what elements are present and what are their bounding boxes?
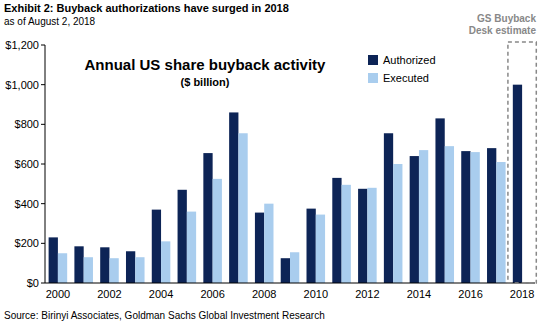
bar bbox=[410, 156, 419, 283]
y-tick bbox=[41, 84, 45, 85]
bar bbox=[384, 133, 393, 283]
x-tick-label: 2014 bbox=[407, 288, 431, 300]
bar bbox=[471, 152, 480, 283]
y-tick-label: $0 bbox=[27, 277, 39, 289]
header: Exhibit 2: Buyback authorizations have s… bbox=[4, 2, 289, 14]
annotation-line: Desk estimate bbox=[466, 25, 536, 36]
x-tick-label: 2012 bbox=[355, 288, 379, 300]
x-tick-label: 2010 bbox=[304, 288, 328, 300]
x-tick-label: 2008 bbox=[252, 288, 276, 300]
bar bbox=[393, 164, 402, 283]
legend-swatch bbox=[368, 55, 378, 65]
y-tick bbox=[41, 164, 45, 165]
legend-label: Authorized bbox=[383, 54, 436, 66]
y-tick bbox=[41, 45, 45, 46]
y-tick-label: $1,200 bbox=[5, 39, 39, 51]
bar bbox=[307, 209, 316, 283]
legend-label: Executed bbox=[383, 72, 429, 84]
bar bbox=[316, 215, 325, 283]
y-tick-label: $400 bbox=[15, 198, 39, 210]
annotation: GS Buyback Desk estimate bbox=[466, 13, 536, 36]
bar bbox=[187, 212, 196, 283]
bar bbox=[496, 162, 505, 283]
bar bbox=[445, 146, 454, 283]
bars bbox=[49, 85, 522, 283]
annotation-line: GS Buyback bbox=[477, 13, 536, 24]
x-tick-label: 2000 bbox=[46, 288, 70, 300]
x-tick-label: 2016 bbox=[458, 288, 482, 300]
y-tick bbox=[41, 124, 45, 125]
subtitle: ($ billion) bbox=[181, 76, 230, 88]
legend-swatch bbox=[368, 73, 378, 83]
chart: Exhibit 2: Buyback authorizations have s… bbox=[0, 0, 540, 326]
bar bbox=[126, 251, 135, 283]
bar bbox=[290, 252, 299, 283]
bar bbox=[161, 241, 170, 283]
bar bbox=[419, 150, 428, 283]
bar bbox=[213, 179, 222, 283]
bar bbox=[109, 258, 118, 283]
x-tick-label: 2018 bbox=[510, 288, 534, 300]
bar bbox=[264, 204, 273, 283]
bar bbox=[100, 247, 109, 283]
bar bbox=[255, 213, 264, 283]
bar bbox=[461, 151, 470, 283]
y-tick-label: $800 bbox=[15, 118, 39, 130]
title: Annual US share buyback activity bbox=[85, 56, 327, 73]
background bbox=[0, 0, 540, 326]
bar bbox=[342, 185, 351, 283]
bar bbox=[84, 257, 93, 283]
bar bbox=[358, 189, 367, 283]
x-tick-label: 2004 bbox=[149, 288, 173, 300]
bar bbox=[74, 246, 83, 283]
y-tick-label: $1,000 bbox=[5, 79, 39, 91]
subheader: as of August 2, 2018 bbox=[4, 16, 96, 27]
x-tick-label: 2006 bbox=[200, 288, 224, 300]
bar bbox=[487, 148, 496, 283]
y-tick bbox=[41, 243, 45, 244]
bar bbox=[229, 112, 238, 283]
y-tick-label: $200 bbox=[15, 237, 39, 249]
y-tick-label: $600 bbox=[15, 158, 39, 170]
bar bbox=[178, 190, 187, 283]
y-axis bbox=[45, 45, 46, 283]
bar bbox=[135, 257, 144, 283]
bar bbox=[332, 178, 341, 283]
y-tick bbox=[41, 203, 45, 204]
bar bbox=[435, 118, 444, 283]
annotation-box bbox=[508, 42, 536, 283]
bar bbox=[49, 237, 58, 283]
y-tick bbox=[41, 283, 45, 284]
source: Source: Birinyi Associates, Goldman Sach… bbox=[4, 310, 325, 321]
x-tick-label: 2002 bbox=[97, 288, 121, 300]
bar bbox=[367, 188, 376, 283]
bar bbox=[203, 153, 212, 283]
x-axis bbox=[45, 283, 535, 284]
bar bbox=[58, 253, 67, 283]
bar bbox=[238, 133, 247, 283]
bar bbox=[513, 85, 522, 283]
bar bbox=[152, 210, 161, 283]
bar bbox=[281, 258, 290, 283]
